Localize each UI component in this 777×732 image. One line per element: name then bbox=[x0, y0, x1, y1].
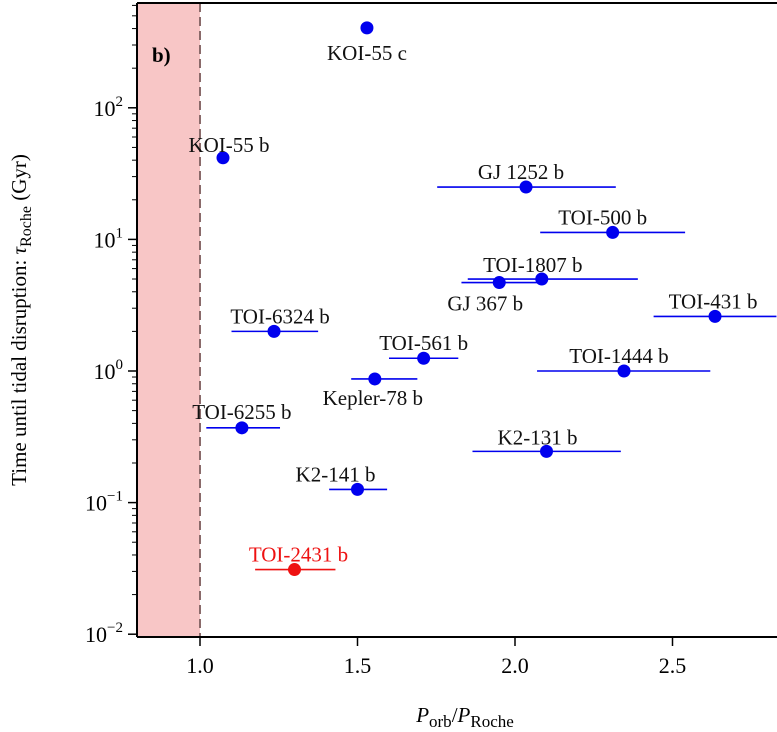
y-tick-label: 10−2 bbox=[85, 620, 123, 647]
data-point bbox=[519, 180, 533, 194]
data-point bbox=[606, 225, 620, 239]
point-label: TOI-500 b bbox=[558, 205, 647, 229]
data-point bbox=[708, 309, 722, 323]
roche-limit-region bbox=[137, 3, 200, 637]
data-point bbox=[216, 151, 230, 165]
x-tick-label: 1.5 bbox=[344, 653, 372, 678]
x-tick-label: 2.0 bbox=[501, 653, 529, 678]
data-point bbox=[288, 563, 301, 577]
y-tick-label: 101 bbox=[94, 225, 124, 252]
y-axis-label: Time until tidal disruption: τRoche (Gyr… bbox=[7, 154, 35, 486]
point-label: KOI-55 c bbox=[327, 41, 407, 65]
data-point bbox=[235, 421, 249, 435]
x-axis-label: Porb/PRoche bbox=[415, 703, 514, 731]
x-tick-label: 1.0 bbox=[186, 653, 214, 678]
point-label: TOI-1444 b bbox=[569, 344, 668, 368]
point-label: TOI-6324 b bbox=[230, 304, 329, 328]
data-point bbox=[351, 482, 364, 496]
x-tick-label: 2.5 bbox=[659, 653, 687, 678]
point-label: GJ 367 b bbox=[447, 292, 523, 316]
data-point bbox=[617, 364, 631, 378]
point-label: GJ 1252 b bbox=[478, 160, 564, 184]
point-label: K2-131 b bbox=[498, 425, 578, 449]
y-tick-label: 100 bbox=[94, 357, 124, 384]
point-label: Kepler-78 b bbox=[323, 386, 423, 410]
data-point bbox=[267, 324, 281, 338]
data-point bbox=[540, 444, 553, 458]
panel-label: b) bbox=[152, 43, 171, 67]
data-point bbox=[492, 276, 506, 290]
data-point bbox=[360, 21, 374, 35]
point-label: KOI-55 b bbox=[188, 133, 269, 157]
point-label: TOI-6255 b bbox=[192, 400, 291, 424]
point-label: TOI-561 b bbox=[379, 331, 468, 355]
y-tick-label: 102 bbox=[94, 94, 124, 121]
point-label: TOI-2431 b bbox=[249, 543, 348, 567]
point-label: TOI-1807 b bbox=[483, 253, 582, 277]
y-tick-label: 10−1 bbox=[85, 489, 123, 516]
data-point bbox=[417, 351, 431, 365]
point-label: K2-141 b bbox=[296, 462, 376, 486]
data-point bbox=[368, 372, 382, 386]
point-label: TOI-431 b bbox=[669, 289, 758, 313]
